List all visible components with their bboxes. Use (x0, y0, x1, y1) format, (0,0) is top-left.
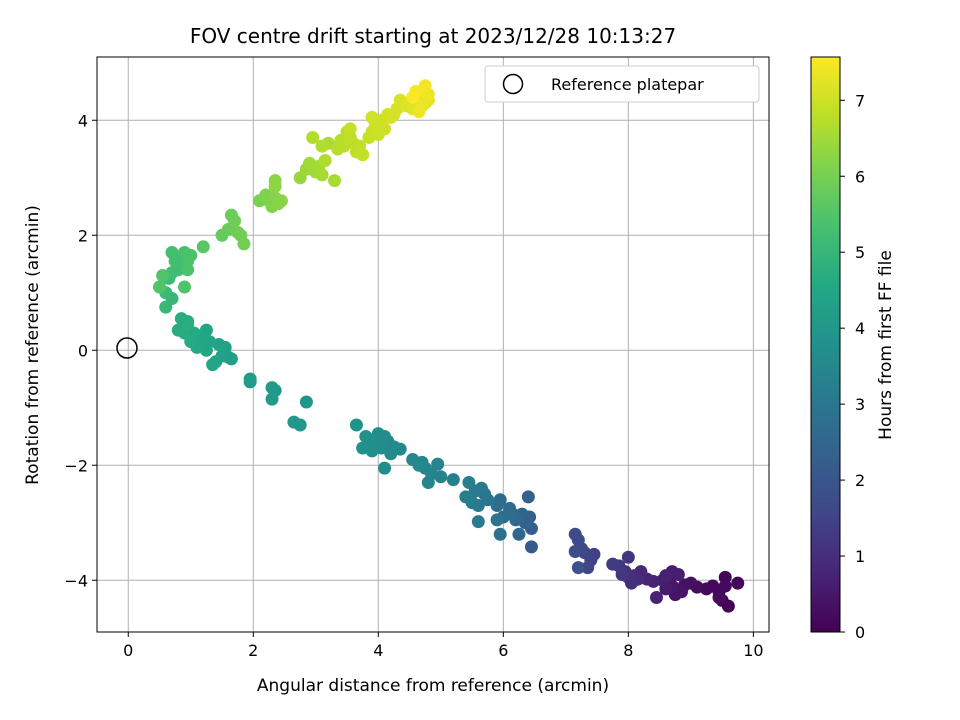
data-point (265, 381, 279, 395)
data-point (206, 358, 220, 372)
data-point (571, 561, 585, 575)
data-point (459, 490, 473, 504)
colorbar-tick-label: 4 (855, 319, 865, 338)
data-point (406, 90, 420, 104)
data-point (712, 591, 726, 604)
data-point (328, 174, 342, 188)
data-point (156, 269, 170, 282)
colorbar-label: Hours from first FF file (876, 250, 896, 440)
data-point (343, 122, 357, 136)
data-point (621, 550, 635, 564)
data-point (315, 168, 329, 182)
plot-frame (96, 56, 770, 633)
y-tick-label: 4 (78, 111, 88, 130)
data-point (431, 457, 445, 471)
data-point (378, 122, 392, 136)
data-point (524, 540, 538, 554)
y-tick-label: −4 (64, 571, 88, 590)
data-point (196, 240, 210, 254)
data-point (165, 246, 179, 259)
data-point (365, 110, 379, 124)
colorbar-tick-label: 2 (855, 471, 865, 490)
legend-box (484, 65, 760, 103)
x-tick-label: 2 (248, 641, 258, 660)
data-point (384, 447, 398, 461)
data-point (153, 280, 167, 294)
colorbar-tick-label: 5 (855, 243, 865, 262)
legend: Reference platepar (484, 65, 760, 103)
data-point (265, 392, 279, 406)
data-point (421, 476, 435, 489)
legend-label: Reference platepar (551, 75, 704, 94)
data-point (671, 568, 685, 581)
data-point (184, 248, 198, 262)
data-point (659, 569, 673, 583)
data-point (243, 375, 257, 389)
data-point (349, 418, 363, 432)
data-point (406, 453, 420, 466)
data-point (228, 214, 242, 228)
data-point (568, 527, 582, 541)
data-point (731, 576, 745, 590)
data-point (268, 179, 282, 193)
data-point (181, 263, 195, 277)
reference-platepar-marker (116, 337, 138, 359)
data-point (412, 105, 426, 119)
legend-marker (502, 73, 524, 95)
y-axis: −4 −2 0 2 4 (64, 111, 97, 590)
data-point (512, 527, 526, 541)
data-point (418, 79, 432, 93)
data-point (318, 154, 332, 167)
grid (97, 57, 769, 632)
data-point (159, 300, 173, 314)
data-points (153, 79, 745, 613)
y-tick-label: 0 (78, 341, 88, 360)
data-point (306, 131, 320, 144)
data-point (171, 323, 185, 337)
data-point (287, 415, 301, 429)
data-point (490, 499, 504, 512)
data-point (471, 515, 485, 529)
colorbar-tick-label: 3 (855, 395, 865, 414)
chart-title: FOV centre drift starting at 2023/12/28 … (190, 24, 676, 48)
data-point (274, 194, 288, 208)
data-point (490, 513, 504, 527)
x-tick-label: 4 (373, 641, 383, 660)
data-point (299, 395, 313, 409)
colorbar (810, 56, 841, 633)
data-point (181, 317, 195, 331)
data-point (581, 561, 595, 575)
data-point (521, 490, 535, 504)
data-point (718, 579, 732, 593)
colorbar-tick-label: 0 (855, 623, 865, 642)
x-tick-label: 0 (123, 641, 133, 660)
y-axis-label: Rotation from reference (arcmin) (23, 205, 43, 485)
colorbar-tick-label: 6 (855, 167, 865, 186)
data-point (446, 473, 460, 487)
y-tick-label: 2 (78, 226, 88, 245)
data-point (568, 545, 582, 558)
data-point (178, 280, 192, 294)
data-point (606, 557, 620, 571)
y-tick-label: −2 (64, 456, 88, 475)
data-point (359, 430, 373, 443)
data-point (356, 441, 370, 455)
data-point (493, 527, 507, 541)
data-point (378, 461, 392, 475)
x-axis: 0 2 4 6 8 10 (123, 632, 764, 660)
colorbar-ticks: 0 1 2 3 4 5 6 7 (840, 91, 865, 642)
data-point (462, 476, 476, 489)
data-point (315, 139, 329, 153)
x-tick-label: 8 (623, 641, 633, 660)
colorbar-tick-label: 1 (855, 547, 865, 566)
x-axis-label: Angular distance from reference (arcmin) (257, 676, 609, 696)
x-tick-label: 10 (743, 641, 763, 660)
data-point (356, 148, 370, 162)
colorbar-tick-label: 7 (855, 91, 865, 110)
data-point (649, 591, 663, 604)
x-tick-label: 6 (498, 641, 508, 660)
data-point (237, 237, 251, 251)
